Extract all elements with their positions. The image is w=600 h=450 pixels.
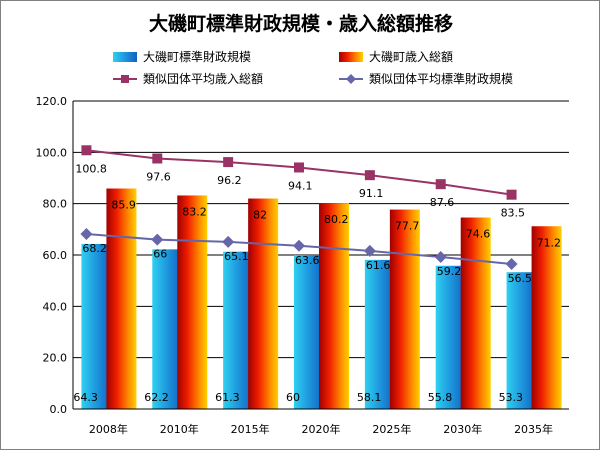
data-label-standard-budget: 62.2 xyxy=(144,391,169,404)
y-tick-label: 100.0 xyxy=(36,146,68,159)
legend-label: 大磯町標準財政規模 xyxy=(143,49,251,64)
bar-total-revenue xyxy=(177,195,208,409)
data-label-similar-standard-budget: 66 xyxy=(153,248,167,261)
data-label-similar-standard-budget: 61.6 xyxy=(366,259,391,272)
legend-swatch xyxy=(113,52,137,62)
marker-similar-total-revenue xyxy=(294,162,304,173)
marker-similar-standard-budget xyxy=(434,251,447,264)
x-tick-label: 2020年 xyxy=(302,422,341,436)
data-label-total-revenue: 82 xyxy=(253,209,267,222)
y-tick-label: 20.0 xyxy=(43,352,68,365)
data-label-similar-total-revenue: 96.2 xyxy=(217,174,242,187)
bar-total-revenue xyxy=(106,188,137,409)
marker-similar-total-revenue xyxy=(364,170,375,181)
data-label-standard-budget: 61.3 xyxy=(215,391,240,404)
legend-label: 類似団体平均標準財政規模 xyxy=(369,71,513,86)
x-tick-label: 2035年 xyxy=(514,422,553,436)
legend-marker xyxy=(121,75,129,83)
data-label-similar-total-revenue: 87.6 xyxy=(430,196,455,209)
data-label-standard-budget: 60 xyxy=(286,391,300,404)
y-tick-label: 80.0 xyxy=(43,198,68,211)
data-label-similar-total-revenue: 91.1 xyxy=(359,187,384,200)
marker-similar-standard-budget xyxy=(80,227,93,240)
chart-title: 大磯町標準財政規模・歳入総額推移 xyxy=(148,13,453,35)
bar-total-revenue xyxy=(389,209,420,409)
data-label-standard-budget: 53.3 xyxy=(499,391,523,404)
legend-marker xyxy=(346,74,356,84)
legend-swatch xyxy=(339,52,363,62)
data-label-similar-standard-budget: 63.6 xyxy=(295,254,320,267)
marker-similar-total-revenue xyxy=(223,157,234,168)
data-label-total-revenue: 83.2 xyxy=(182,205,207,218)
marker-similar-standard-budget xyxy=(222,235,235,248)
marker-similar-total-revenue xyxy=(506,189,517,200)
data-label-total-revenue: 85.9 xyxy=(111,199,136,212)
data-label-total-revenue: 74.6 xyxy=(466,228,491,241)
x-tick-label: 2008年 xyxy=(89,422,128,436)
marker-similar-total-revenue xyxy=(435,179,446,190)
data-label-similar-standard-budget: 56.5 xyxy=(508,272,532,285)
x-tick-label: 2015年 xyxy=(231,422,270,436)
data-label-similar-standard-budget: 68.2 xyxy=(82,242,107,255)
marker-similar-standard-budget xyxy=(151,233,164,246)
marker-similar-total-revenue xyxy=(81,145,92,156)
data-label-total-revenue: 77.7 xyxy=(395,220,420,233)
data-label-similar-total-revenue: 94.1 xyxy=(288,179,313,192)
bar-total-revenue xyxy=(319,203,349,409)
marker-similar-standard-budget xyxy=(363,244,376,257)
x-tick-label: 2025年 xyxy=(372,422,411,436)
legend-label: 類似団体平均歳入総額 xyxy=(143,72,263,86)
bar-total-revenue xyxy=(248,198,279,409)
data-label-standard-budget: 55.8 xyxy=(428,391,453,404)
y-tick-label: 40.0 xyxy=(43,300,68,313)
bar-total-revenue xyxy=(531,226,562,409)
x-tick-label: 2030年 xyxy=(443,422,482,436)
y-tick-label: 0.0 xyxy=(50,403,68,416)
data-label-standard-budget: 64.3 xyxy=(73,391,98,404)
y-tick-label: 60.0 xyxy=(43,249,68,262)
data-label-similar-total-revenue: 100.8 xyxy=(75,162,107,175)
data-label-similar-total-revenue: 83.5 xyxy=(501,207,525,220)
marker-similar-standard-budget xyxy=(505,257,518,270)
data-label-total-revenue: 80.2 xyxy=(324,213,349,226)
data-label-total-revenue: 71.2 xyxy=(537,236,562,249)
y-tick-label: 120.0 xyxy=(36,95,68,108)
data-label-similar-total-revenue: 97.6 xyxy=(146,170,171,183)
data-label-similar-standard-budget: 59.2 xyxy=(437,265,462,278)
data-label-standard-budget: 58.1 xyxy=(357,391,382,404)
bar-total-revenue xyxy=(460,217,491,409)
x-tick-label: 2010年 xyxy=(160,422,199,436)
data-label-similar-standard-budget: 65.1 xyxy=(224,250,249,263)
marker-similar-total-revenue xyxy=(152,153,163,164)
legend-label: 大磯町歳入総額 xyxy=(369,50,453,64)
marker-similar-standard-budget xyxy=(293,239,305,252)
